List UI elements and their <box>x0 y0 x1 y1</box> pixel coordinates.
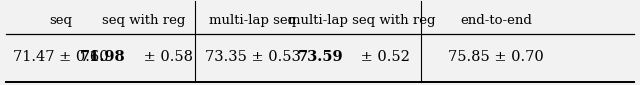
Text: seq: seq <box>49 14 72 27</box>
Text: 71.47 ± 0.60: 71.47 ± 0.60 <box>13 50 109 64</box>
Text: end-to-end: end-to-end <box>460 14 532 27</box>
Text: 73.59: 73.59 <box>298 50 343 64</box>
Text: seq with reg: seq with reg <box>102 14 186 27</box>
Text: 71.98: 71.98 <box>80 50 125 64</box>
Text: ± 0.52: ± 0.52 <box>356 50 410 64</box>
Text: 73.35 ± 0.53: 73.35 ± 0.53 <box>205 50 301 64</box>
Text: 73.59 ± 0.52: 73.59 ± 0.52 <box>0 84 1 85</box>
Text: multi-lap seq: multi-lap seq <box>209 14 296 27</box>
Text: multi-lap seq with reg: multi-lap seq with reg <box>288 14 435 27</box>
Text: 75.85 ± 0.70: 75.85 ± 0.70 <box>448 50 544 64</box>
Text: 71.98 ± 0.58: 71.98 ± 0.58 <box>0 84 1 85</box>
Text: ± 0.58: ± 0.58 <box>139 50 193 64</box>
